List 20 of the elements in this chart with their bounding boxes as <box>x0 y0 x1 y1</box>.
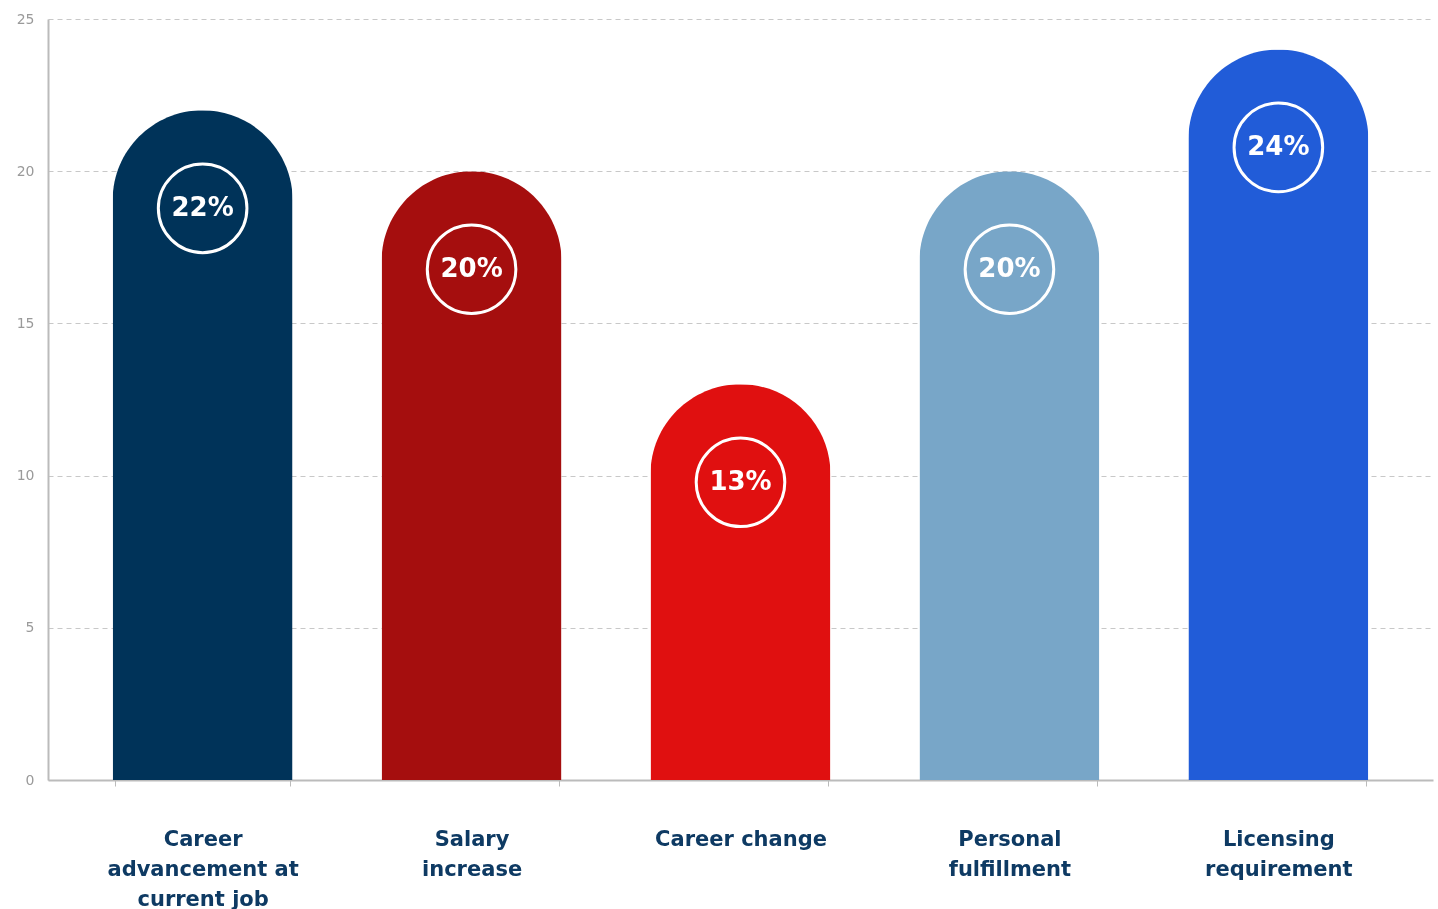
data-label: 20% <box>978 253 1041 284</box>
y-tick-label: 25 <box>16 10 35 27</box>
bar <box>112 110 293 780</box>
bar <box>650 384 831 780</box>
x-tick-label: Personal fulfillment <box>948 826 1072 881</box>
x-tick-label: Salary increase <box>422 826 523 881</box>
x-tick-label: Career change <box>655 826 827 851</box>
y-tick-label: 0 <box>25 771 35 788</box>
data-label: 20% <box>440 253 503 284</box>
bar <box>1188 49 1369 780</box>
data-label: 13% <box>709 466 772 497</box>
data-label: 22% <box>171 192 234 223</box>
y-tick-label: 20 <box>16 162 35 179</box>
y-tick-label: 5 <box>25 619 35 636</box>
y-tick-label: 15 <box>16 314 35 331</box>
y-tick-label: 10 <box>16 467 35 484</box>
x-tick-label: Licensing requirement <box>1205 826 1353 881</box>
bar <box>381 171 562 780</box>
data-label: 24% <box>1247 131 1310 162</box>
bar <box>919 171 1100 780</box>
